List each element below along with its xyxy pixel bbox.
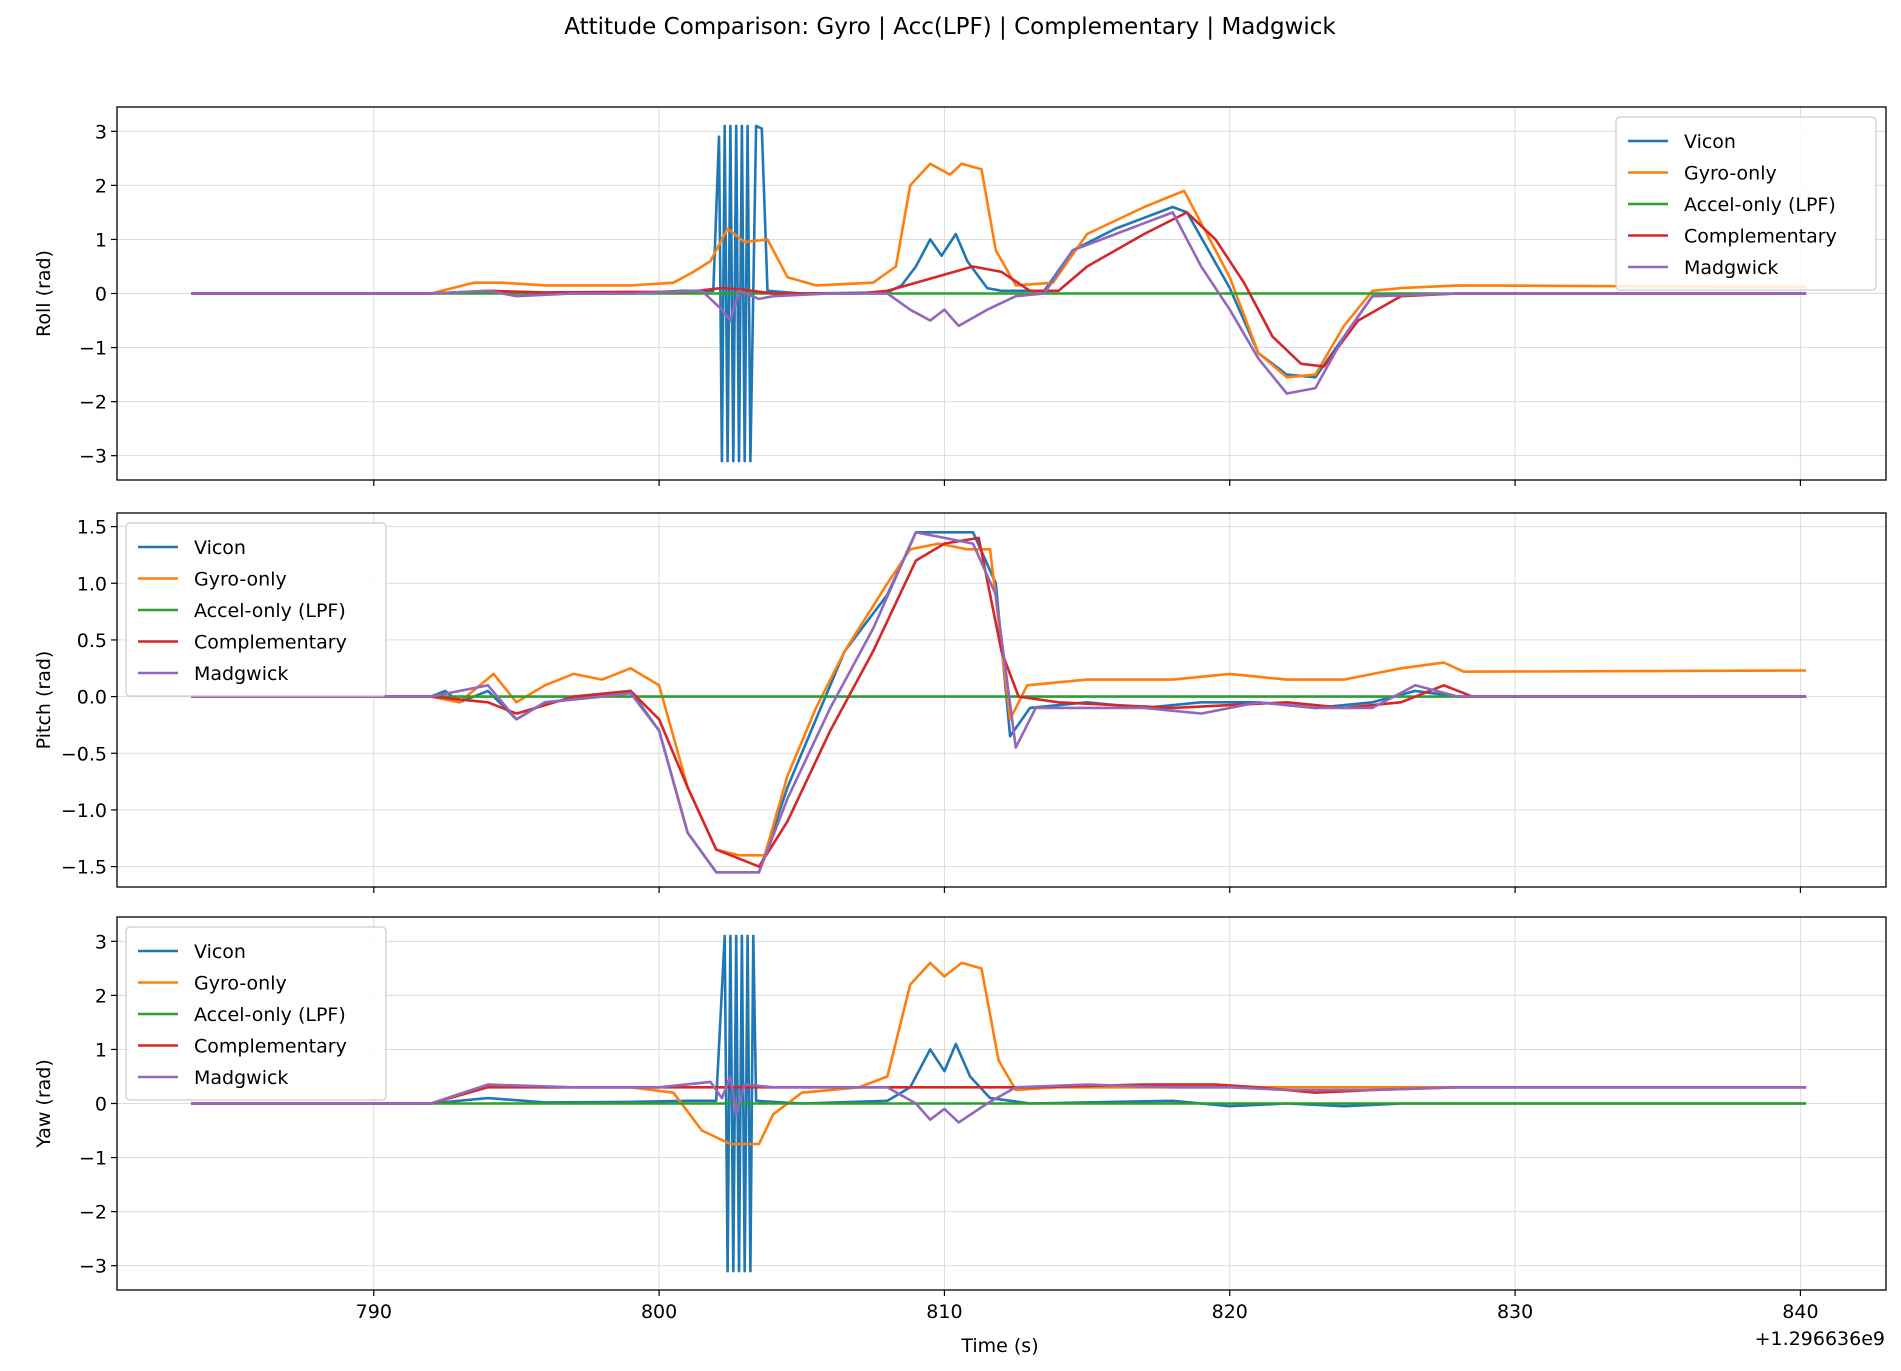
y-tick-label: 0.5 [77,630,107,652]
roll-series-madgwick [191,211,1807,395]
pitch-legend: Vicon Gyro-only Accel-only (LPF) Complement… [125,522,387,697]
legend-label-madgwick: Madgwick [1684,257,1778,279]
x-axis-label: Time (s) [960,1335,1038,1357]
y-tick-label: 2 [95,985,107,1007]
legend-box [125,926,387,1101]
pitch-y-axis-label: Pitch (rad) [33,651,55,750]
figure-title: Attitude Comparison: Gyro | Acc(LPF) | C… [564,14,1336,40]
yaw-series-group [191,934,1807,1273]
roll-y-axis-label: Roll (rad) [33,250,55,337]
y-tick-label: −3 [79,1256,107,1278]
legend-label-accel-only-lpf: Accel-only (LPF) [194,600,346,622]
y-tick-label: −1.5 [61,857,107,879]
x-axis-offset-label: +1.296636e9 [1755,1328,1885,1350]
x-tick-label: 830 [1497,1301,1533,1323]
legend-label-complementary: Complementary [1684,226,1837,248]
y-tick-label: 3 [95,121,107,143]
pitch-axes-frame [116,512,1887,888]
y-tick-label: 0 [95,284,107,306]
legend-box [1615,116,1877,291]
y-tick-label: 1 [95,229,107,251]
legend-box [125,522,387,697]
legend-label-vicon: Vicon [194,941,246,963]
yaw-y-axis-label: Yaw (rad) [33,1059,55,1149]
x-tick-label: 820 [1212,1301,1248,1323]
y-tick-label: 0.0 [77,687,107,709]
pitch-series-madgwick [191,531,1807,874]
pitch-series-group [191,531,1807,874]
roll-series-gyro-only [191,162,1807,379]
legend-label-complementary: Complementary [194,1036,347,1058]
yaw-panel: −3 −2 −1 0 1 2 3 790 800 810 820 830 840 Yaw (rad) Vic… [33,916,1887,1323]
pitch-panel: −1.5 −1.0 −0.5 0.0 0.5 1.0 1.5 Pitch (rad) Vicon… [33,512,1887,893]
legend-label-vicon: Vicon [1684,131,1736,153]
x-tick-label: 800 [641,1301,677,1323]
legend-label-gyro-only: Gyro-only [1684,163,1777,185]
y-tick-label: 1.5 [77,517,107,539]
legend-label-complementary: Complementary [194,632,347,654]
y-tick-label: 1 [95,1039,107,1061]
y-tick-label: −2 [79,392,107,414]
y-tick-label: −1.0 [61,800,107,822]
y-tick-label: 2 [95,175,107,197]
legend-label-madgwick: Madgwick [194,663,288,685]
y-tick-label: −2 [79,1202,107,1224]
y-tick-label: 3 [95,931,107,953]
yaw-series-gyro-only [191,961,1807,1146]
legend-label-vicon: Vicon [194,537,246,559]
y-tick-label: −1 [79,1148,107,1170]
yaw-legend: Vicon Gyro-only Accel-only (LPF) Complement… [125,926,387,1101]
legend-label-gyro-only: Gyro-only [194,973,287,995]
y-tick-label: −0.5 [61,743,107,765]
x-tick-label: 790 [356,1301,392,1323]
roll-series-group [191,124,1807,463]
y-tick-label: −3 [79,446,107,468]
y-tick-label: −1 [79,338,107,360]
pitch-series-complementary [191,536,1807,868]
legend-label-madgwick: Madgwick [194,1067,288,1089]
roll-panel: −3 −2 −1 0 1 2 3 Roll (rad) Vicon Gyro-only Accel-… [33,106,1887,486]
x-tick-label: 810 [926,1301,962,1323]
roll-legend: Vicon Gyro-only Accel-only (LPF) Complement… [1615,116,1877,291]
x-tick-label: 840 [1782,1301,1818,1323]
yaw-series-madgwick [191,1075,1807,1124]
y-tick-label: 1.0 [77,573,107,595]
pitch-series-gyro-only [191,542,1807,857]
legend-label-accel-only-lpf: Accel-only (LPF) [194,1004,346,1026]
y-tick-label: 0 [95,1094,107,1116]
legend-label-accel-only-lpf: Accel-only (LPF) [1684,194,1836,216]
legend-label-gyro-only: Gyro-only [194,569,287,591]
